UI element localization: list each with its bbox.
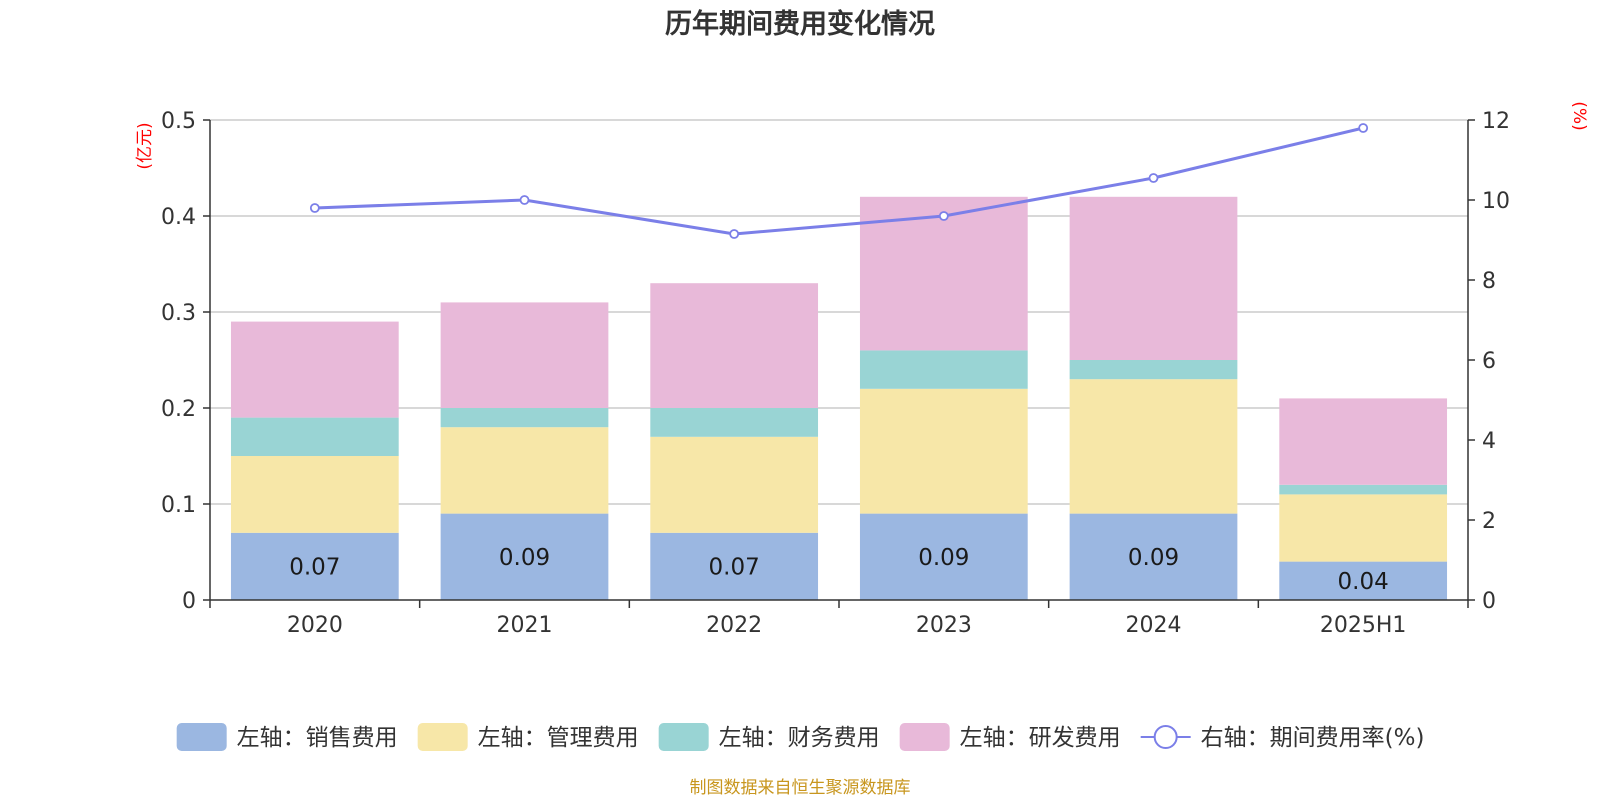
bar-segment <box>1069 360 1238 380</box>
right-axis-tick-label: 12 <box>1482 109 1510 134</box>
bar-segment <box>230 321 399 418</box>
bar-segment <box>1069 513 1238 600</box>
bar-segment <box>1279 561 1448 600</box>
bar-segment <box>859 388 1028 514</box>
right-axis-tick-label: 6 <box>1482 349 1496 374</box>
legend-swatch <box>658 723 709 751</box>
legend-swatch <box>899 723 950 751</box>
legend-swatch <box>417 723 468 751</box>
left-axis-tick-label: 0.2 <box>161 397 196 422</box>
x-axis-tick-label: 2020 <box>287 613 343 638</box>
legend-label: 左轴：管理费用 <box>478 725 639 751</box>
x-axis-tick-label: 2022 <box>706 613 762 638</box>
x-axis-tick-label: 2023 <box>916 613 972 638</box>
bar-data-label: 0.04 <box>1338 569 1389 595</box>
chart-title: 历年期间费用变化情况 <box>665 8 935 40</box>
bar-segment <box>230 532 399 600</box>
left-axis-tick-label: 0.5 <box>161 109 196 134</box>
bar-segment <box>440 427 609 514</box>
bar-segment <box>859 350 1028 389</box>
x-axis-tick-label: 2025H1 <box>1320 613 1407 638</box>
legend-swatch <box>176 723 227 751</box>
rate-line-point <box>729 229 740 239</box>
bar-segment <box>1279 398 1448 485</box>
bar-segment <box>230 417 399 456</box>
rate-line-point <box>519 195 530 205</box>
bar-segment <box>1069 379 1238 514</box>
bar-segment <box>440 513 609 600</box>
bar-segment <box>650 436 819 533</box>
legend-label: 左轴：财务费用 <box>719 725 880 751</box>
rate-line-point <box>938 211 949 221</box>
bar-data-label: 0.09 <box>499 545 550 571</box>
bar-segment <box>230 456 399 533</box>
bar-segment <box>440 302 609 408</box>
bar-data-label: 0.07 <box>709 554 760 580</box>
right-axis-tick-label: 0 <box>1482 589 1496 614</box>
right-axis-tick-label: 8 <box>1482 269 1496 294</box>
bar-segment <box>859 513 1028 600</box>
right-axis-tick-label: 10 <box>1482 189 1510 214</box>
right-axis-unit: (%) <box>1569 101 1589 130</box>
rate-line-point <box>309 203 320 213</box>
bar-segment <box>1069 196 1238 360</box>
bar-data-label: 0.07 <box>289 554 340 580</box>
left-axis-tick-label: 0.3 <box>161 301 196 326</box>
left-axis-tick-label: 0.1 <box>161 493 196 518</box>
bar-segment <box>440 408 609 428</box>
x-axis-tick-label: 2021 <box>497 613 553 638</box>
bar-data-label: 0.09 <box>1128 545 1179 571</box>
bars: 0.07 0.09 0.07 0.09 0.09 0.04 <box>230 196 1448 600</box>
left-axis-unit: (亿元) <box>135 122 155 169</box>
rate-line-path <box>314 126 1364 236</box>
rate-line-point <box>1358 123 1369 133</box>
legend-label: 左轴：研发费用 <box>960 725 1121 751</box>
bar-segment <box>650 408 819 437</box>
legend-label: 右轴：期间费用率(%) <box>1201 725 1425 751</box>
bar-segment <box>859 196 1028 351</box>
bar-data-label: 0.09 <box>918 545 969 571</box>
legend-marker-icon <box>1153 725 1178 749</box>
right-axis-tick-label: 4 <box>1482 429 1496 454</box>
left-axis-tick-label: 0 <box>182 589 196 614</box>
bar-segment <box>650 283 819 408</box>
bar-segment <box>1279 484 1448 495</box>
axes: 0 0.1 0.2 0.3 0.4 0.5 0 2 4 6 8 10 12 2020 2021 2022 202… <box>161 109 1510 638</box>
grid-lines <box>210 119 1468 505</box>
legend[interactable]: 左轴：销售费用 左轴：管理费用 左轴：财务费用 左轴：研发费用 右轴：期间费用率(%) <box>176 723 1425 751</box>
source-note: 制图数据来自恒生聚源数据库 <box>690 778 911 798</box>
right-axis-tick-label: 2 <box>1482 509 1496 534</box>
rate-line <box>309 123 1369 239</box>
bar-segment <box>650 532 819 600</box>
rate-line-point <box>1148 173 1159 183</box>
bar-segment <box>1279 494 1448 562</box>
left-axis-tick-label: 0.4 <box>161 205 196 230</box>
x-axis-tick-label: 2024 <box>1126 613 1182 638</box>
legend-label: 左轴：销售费用 <box>237 725 398 751</box>
